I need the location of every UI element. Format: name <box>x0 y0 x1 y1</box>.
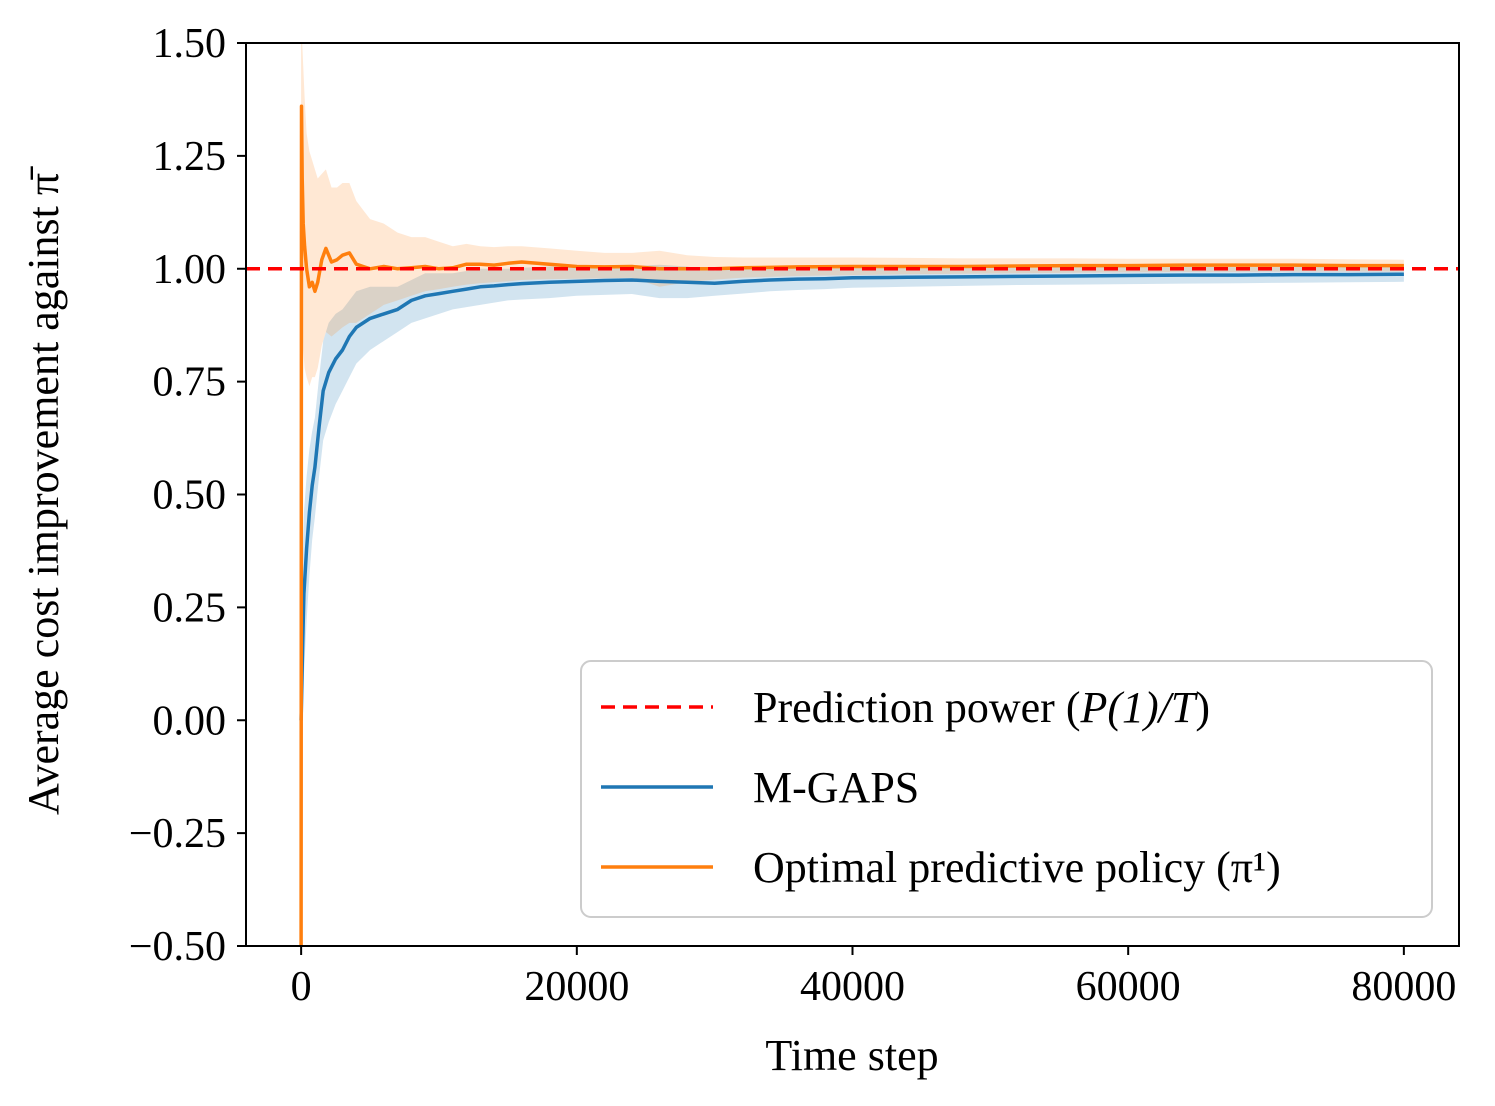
series-line-m-gaps <box>299 272 1404 721</box>
y-tick-label: 0.50 <box>153 473 227 519</box>
y-tick-label: 0.00 <box>153 698 227 744</box>
y-axis: −0.50 −0.25 0.00 0.25 0.50 0.75 1.00 1.25 1.50 <box>129 21 246 970</box>
legend-label-m-gaps: M-GAPS <box>753 763 919 812</box>
y-tick-label: 1.25 <box>153 134 227 180</box>
x-tick-label: 60000 <box>1076 964 1181 1010</box>
y-tick-label: 1.50 <box>153 21 227 67</box>
legend-label-prediction-power: Prediction power (P(1)/T) <box>753 683 1210 732</box>
legend: Prediction power (P(1)/T) M-GAPS Optimal… <box>580 660 1433 918</box>
y-tick-label: 0.75 <box>153 360 227 406</box>
y-axis-label: Average cost improvement against π̄ <box>19 166 68 815</box>
y-tick-label: −0.50 <box>129 924 226 970</box>
y-tick-label: 0.25 <box>153 585 227 631</box>
confidence-band-m-gaps <box>301 264 1404 811</box>
legend-box <box>580 660 1433 918</box>
series-line-optimal-predictive-policy <box>299 104 1404 946</box>
y-tick-label: 1.00 <box>153 247 227 293</box>
x-axis: 0 20000 40000 60000 80000 <box>291 946 1456 1010</box>
x-tick-label: 40000 <box>800 964 905 1010</box>
legend-label-optimal-predictive-policy: Optimal predictive policy (π¹) <box>753 843 1281 892</box>
series-lines <box>299 104 1404 946</box>
y-tick-label: −0.25 <box>129 811 226 857</box>
x-tick-label: 0 <box>291 964 312 1010</box>
x-tick-label: 80000 <box>1351 964 1456 1010</box>
x-tick-label: 20000 <box>524 964 629 1010</box>
x-axis-label: Time step <box>765 1031 938 1080</box>
